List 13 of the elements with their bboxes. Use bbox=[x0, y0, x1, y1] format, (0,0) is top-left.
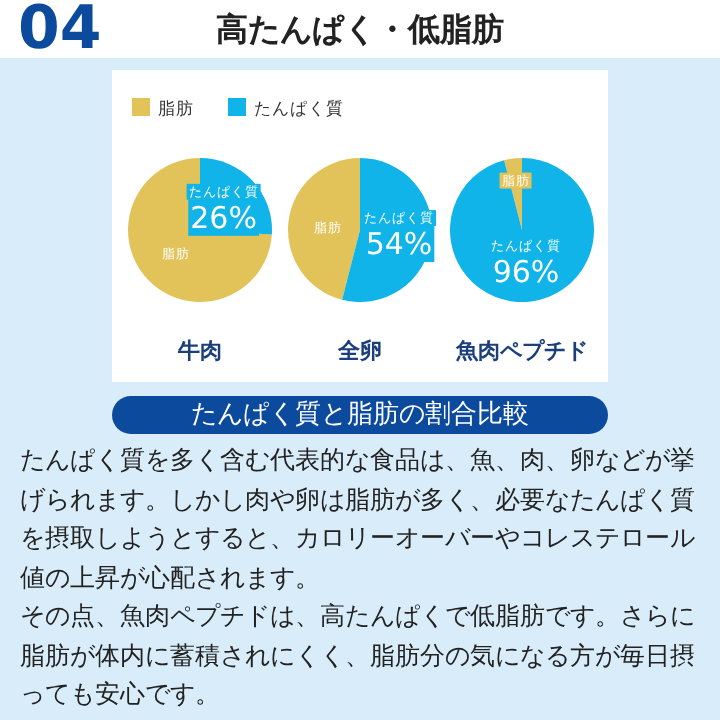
text: 04 bbox=[18, 0, 102, 64]
data-label: 54% bbox=[365, 226, 433, 263]
data-label: 26% bbox=[190, 199, 257, 236]
text: その点、魚肉ペプチドは、高たんぱくで低脂肪です。さらに脂肪が体内に蓄積されにくく、脂肪分の気になる方が毎日摂っても安心です。 bbox=[20, 598, 697, 712]
text: 魚肉ペプチド bbox=[454, 338, 588, 364]
legend-label: たんぱく質 bbox=[254, 98, 344, 120]
data-label: 96% bbox=[492, 254, 560, 291]
text: 牛肉 bbox=[176, 338, 222, 364]
text: 全卵 bbox=[336, 338, 382, 364]
text: たんぱく質を多く含む代表的な食品は、魚、肉、卵などが挙げられます。しかし肉や卵は脂肪が多く、必要なたんぱく質を摂取しようとすると、カロリーオーバーやコレステロール値の上昇が心配されます。 bbox=[20, 442, 697, 595]
chart-title: 高たんぱく・低脂肪 bbox=[214, 10, 506, 52]
legend-label: 脂肪 bbox=[158, 98, 194, 120]
text: たんぱく質と脂肪の割合比較 bbox=[112, 396, 608, 434]
